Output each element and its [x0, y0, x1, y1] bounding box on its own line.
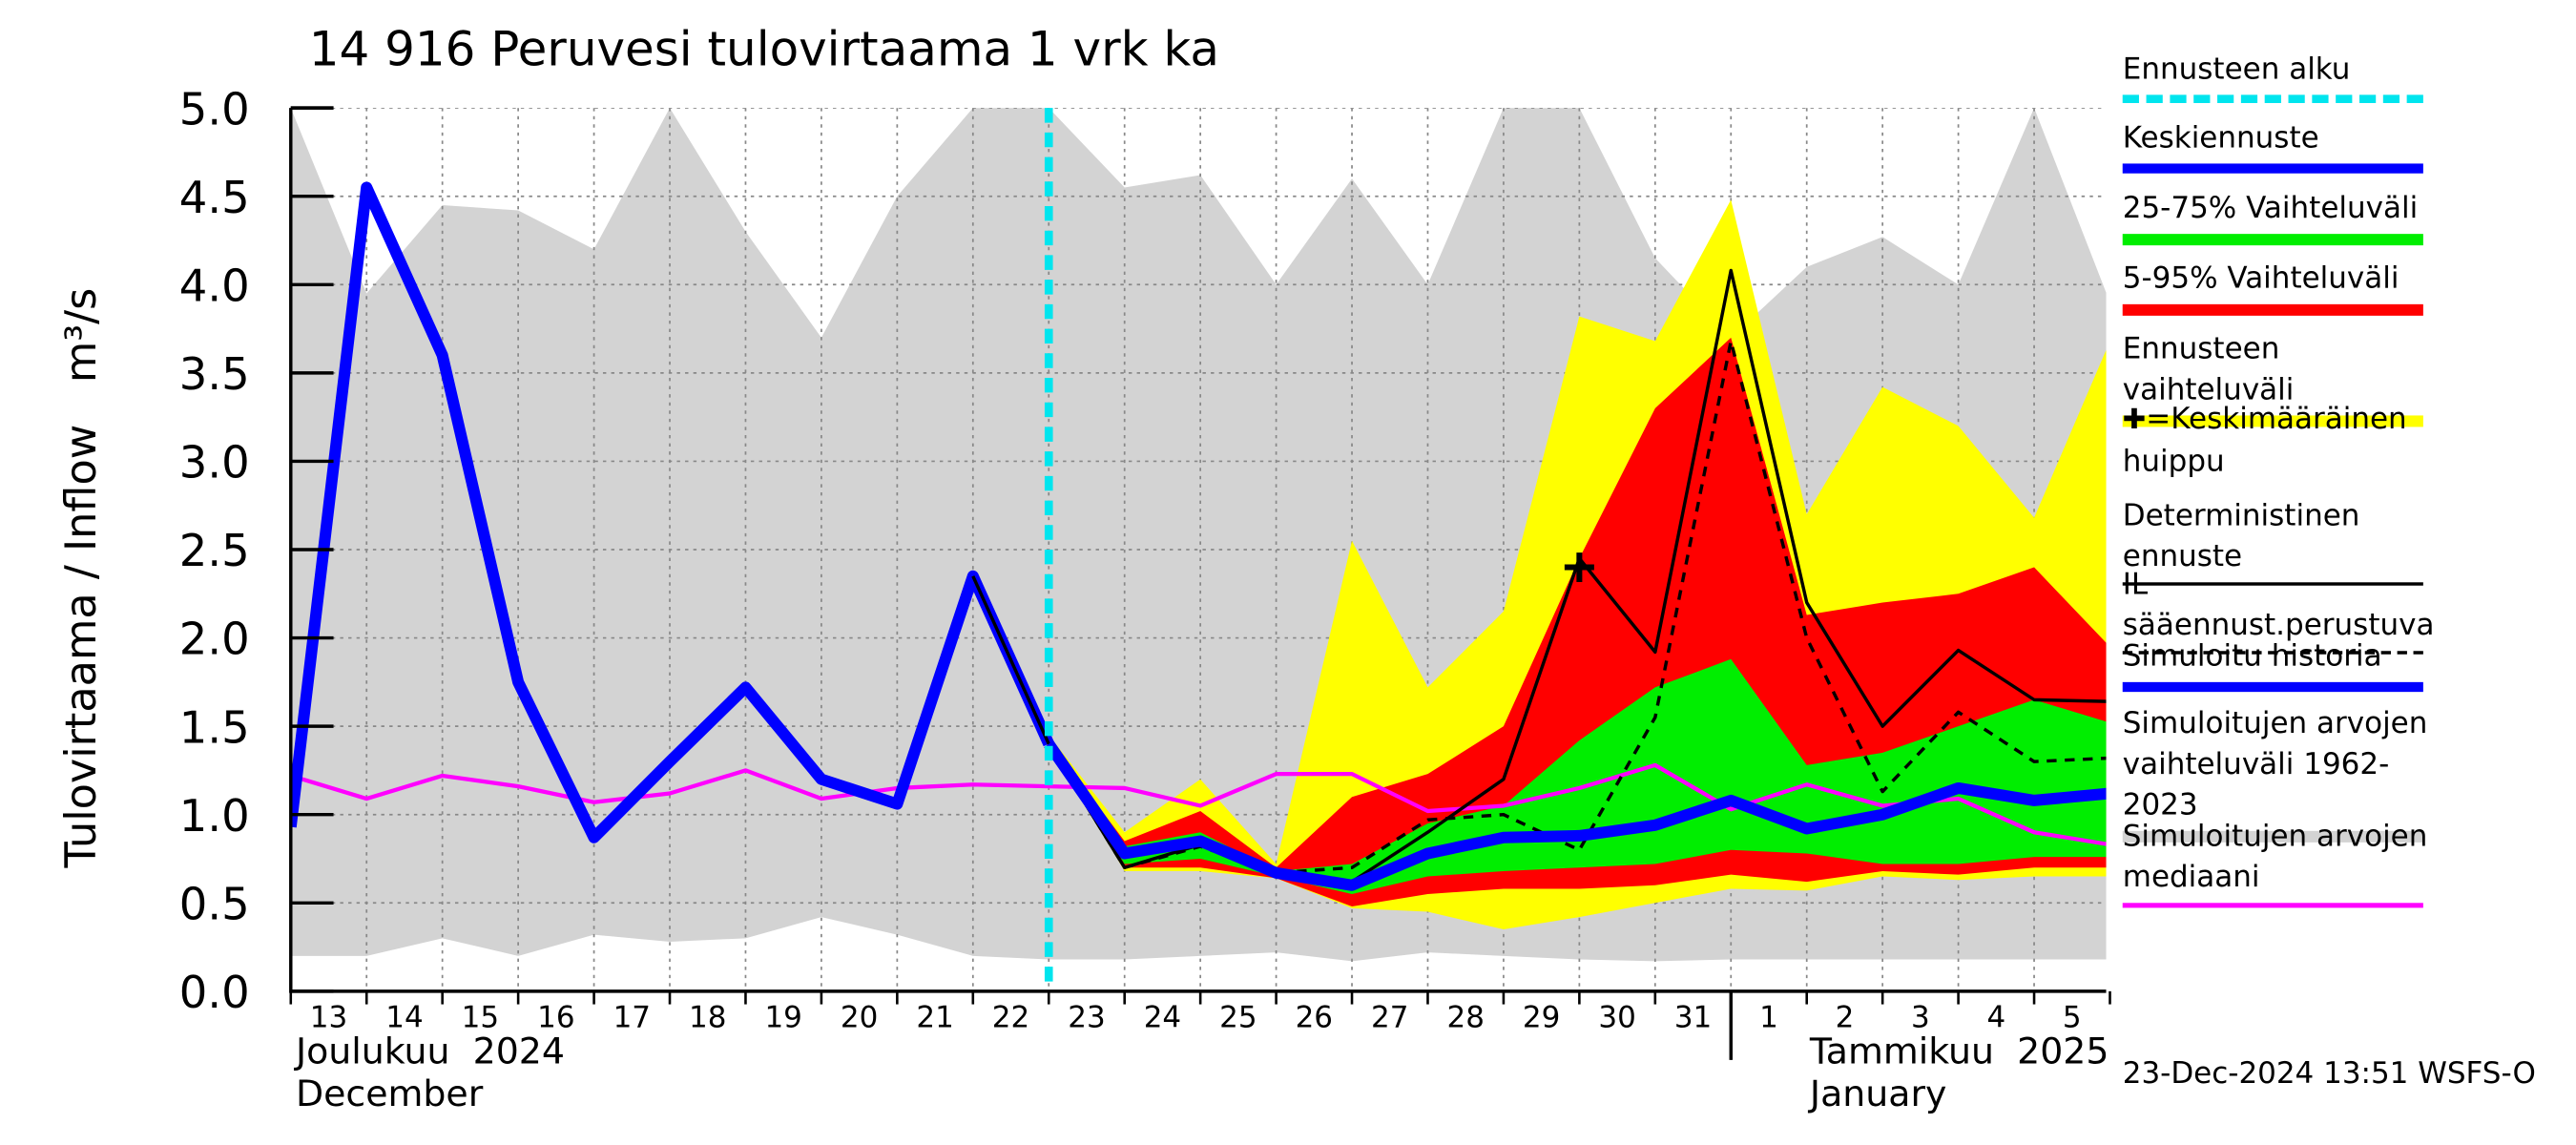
peak-marker: [1564, 552, 1594, 582]
x-tick-label: 2: [1836, 1001, 1855, 1035]
month-label-english: January: [1808, 1072, 1947, 1114]
x-tick-label: 14: [385, 1001, 423, 1035]
legend-item: Simuloitu historia: [2122, 636, 2435, 693]
legend-swatch: [2122, 234, 2423, 246]
line: [1044, 740, 2107, 891]
legend-label: Keskiennuste: [2122, 120, 2319, 156]
plot-area: [290, 108, 2107, 991]
legend-item: IL sääennust.perustuva: [2122, 564, 2435, 655]
legend-label: IL sääennust.perustuva: [2122, 567, 2435, 643]
line: [1047, 339, 2107, 875]
legend-swatch: [2122, 415, 2423, 427]
legend-label: Simuloitujen arvojen vaihteluväli 1962-2…: [2122, 706, 2428, 823]
y-tick-label: 3.0: [179, 437, 250, 489]
legend-swatch: [2122, 303, 2423, 316]
legend-label: Simuloitu historia: [2122, 639, 2382, 675]
legend-swatch: [2122, 582, 2423, 586]
chart-title: 14 916 Peruvesi tulovirtaama 1 vrk ka: [309, 22, 1219, 77]
y-axis-unit: m³/s: [56, 288, 106, 383]
y-tick-label: 2.0: [179, 614, 250, 665]
legend-label: Simuloitujen arvojen mediaani: [2122, 819, 2428, 895]
legend-label: Ennusteen alku: [2122, 52, 2351, 87]
legend-label: Ennusteen vaihteluväli: [2122, 332, 2295, 407]
legend-swatch: [2122, 903, 2423, 908]
y-tick-label: 1.0: [179, 790, 250, 842]
legend-item: Ennusteen alku: [2122, 49, 2435, 104]
y-tick-label: 0.5: [179, 879, 250, 930]
legend-swatch: [2122, 681, 2423, 693]
legend-label: 25-75% Vaihteluväli: [2122, 191, 2419, 226]
x-tick-label: 20: [841, 1001, 878, 1035]
month-label: Tammikuu 2025: [1809, 1030, 2109, 1072]
x-tick-label: 5: [2063, 1001, 2082, 1035]
legend-label: Deterministinen ennuste: [2122, 498, 2360, 574]
y-tick-label: 2.5: [179, 525, 250, 576]
legend-icon: ✚: [2122, 404, 2147, 437]
x-tick-label: 13: [310, 1001, 347, 1035]
x-tick-label: 28: [1446, 1001, 1484, 1035]
legend-label: 5-95% Vaihteluväli: [2122, 261, 2399, 297]
x-tick-label: 24: [1144, 1001, 1181, 1035]
x-tick-label: 25: [1219, 1001, 1257, 1035]
month-label-english: December: [296, 1072, 484, 1114]
timestamp: 23-Dec-2024 13:51 WSFS-O: [2123, 1056, 2536, 1091]
legend-label: =Keskimääräinen huippu: [2122, 402, 2407, 480]
x-tick-label: 17: [613, 1001, 651, 1035]
x-tick-label: 29: [1523, 1001, 1560, 1035]
x-tick-label: 21: [916, 1001, 953, 1035]
y-tick-label: 4.0: [179, 260, 250, 312]
line: [290, 181, 1054, 843]
legend-swatch: [2122, 830, 2423, 843]
x-tick-label: 4: [1986, 1001, 2005, 1035]
x-tick-label: 1: [1759, 1001, 1778, 1035]
legend-item: Deterministinen ennuste: [2122, 495, 2435, 586]
band: [1049, 658, 2107, 895]
legend-item: 5-95% Vaihteluväli: [2122, 259, 2435, 316]
x-tick-label: 27: [1371, 1001, 1408, 1035]
y-tick-label: 3.5: [179, 348, 250, 400]
y-tick-label: 4.5: [179, 172, 250, 223]
legend-item: Simuloitujen arvojen mediaani: [2122, 816, 2435, 908]
legend-swatch: [2122, 94, 2423, 104]
line: [971, 268, 2107, 884]
y-tick-label: 0.0: [179, 967, 250, 1018]
x-tick-label: 22: [992, 1001, 1029, 1035]
x-tick-label: 31: [1674, 1001, 1712, 1035]
x-tick-label: 19: [764, 1001, 801, 1035]
legend-item: Simuloitujen arvojen vaihteluväli 1962-2…: [2122, 703, 2435, 843]
x-tick-label: 26: [1296, 1001, 1333, 1035]
month-label: Joulukuu 2024: [294, 1030, 565, 1072]
y-tick-label: 1.5: [179, 701, 250, 753]
legend-item: ✚=Keskimääräinen huippu: [2123, 399, 2435, 482]
x-tick-label: 23: [1068, 1001, 1105, 1035]
legend-item: 25-75% Vaihteluväli: [2122, 188, 2435, 246]
x-tick-label: 15: [462, 1001, 499, 1035]
x-tick-label: 30: [1598, 1001, 1635, 1035]
legend-swatch: [2122, 163, 2423, 174]
legend-item: Keskiennuste: [2122, 117, 2435, 174]
legend-item: Ennusteen vaihteluväli: [2122, 329, 2435, 427]
legend-swatch: [2122, 651, 2423, 655]
y-axis-title: Tulovirtaama / Inflow: [56, 425, 106, 869]
x-tick-label: 18: [689, 1001, 726, 1035]
x-tick-label: 3: [1911, 1001, 1930, 1035]
y-tick-label: 5.0: [179, 83, 250, 135]
x-tick-label: 16: [537, 1001, 574, 1035]
line: [290, 762, 2107, 846]
